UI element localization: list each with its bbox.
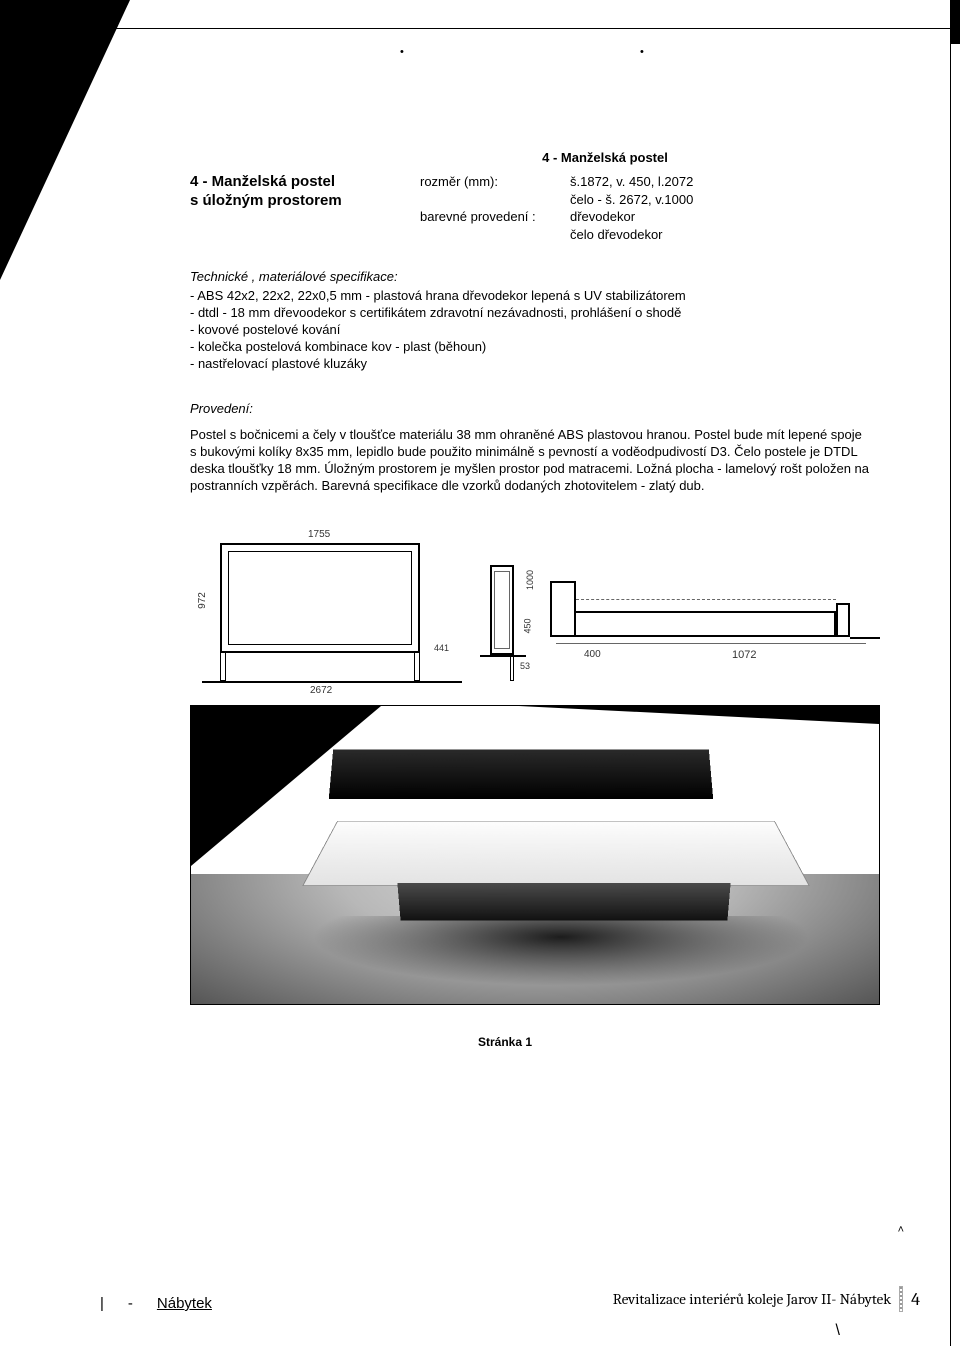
- spec-value: čelo dřevodekor: [570, 226, 663, 244]
- provedeni-heading: Provedení:: [190, 401, 870, 418]
- product-title: 4 - Manželská postel s úložným prostorem: [190, 173, 380, 243]
- scan-mark: ˄: [898, 1224, 904, 1236]
- drawing-plan-inner: [228, 551, 412, 645]
- drawing-ground: [850, 637, 880, 639]
- tech-heading: Technické , materiálové specifikace:: [190, 269, 880, 286]
- document-page: • • 4 - Manželská postel 4 - Manželská p…: [0, 0, 960, 1346]
- technical-spec-block: Technické , materiálové specifikace: - A…: [190, 269, 880, 372]
- drawing-side-inner: [494, 571, 510, 649]
- tech-list: - ABS 42x2, 22x2, 22x0,5 mm - plastová h…: [190, 288, 880, 372]
- spec-value: čelo - š. 2672, v.1000: [570, 191, 693, 209]
- spec-row: čelo dřevodekor: [420, 226, 693, 244]
- dimension-label: 450: [523, 618, 533, 633]
- product-title-line: s úložným prostorem: [190, 192, 380, 211]
- footer-link: Nábytek: [157, 1295, 212, 1312]
- dimension-label: 972: [197, 592, 208, 609]
- footer-bracket: |: [100, 1295, 104, 1312]
- tech-item: - dtdl - 18 mm dřevoodekor s certifikáte…: [190, 305, 880, 322]
- dimension-label: 2672: [310, 685, 332, 696]
- render-shadow: [311, 916, 811, 986]
- spec-label: [420, 191, 560, 209]
- dimension-label: 1072: [732, 649, 756, 661]
- drawing-bed-body: [576, 611, 836, 637]
- footer: | - Nábytek Revitalizace interiérů kolej…: [0, 1286, 960, 1312]
- tech-item: - kolečka postelová kombinace kov - plas…: [190, 339, 880, 356]
- drawing-headboard: [550, 581, 576, 637]
- dimension-label: 441: [434, 643, 449, 653]
- footer-page-number: 4: [911, 1289, 920, 1310]
- spec-value: š.1872, v. 450, l.2072: [570, 173, 693, 191]
- spec-label: [420, 226, 560, 244]
- drawing-leg: [220, 653, 226, 681]
- tech-item: - ABS 42x2, 22x2, 22x0,5 mm - plastová h…: [190, 288, 880, 305]
- scan-right-notch: [950, 0, 960, 44]
- scan-top-line: [60, 28, 950, 29]
- technical-drawing: 1755 2672 972 441 1000 450 53 400 1072: [190, 525, 880, 685]
- header-block: 4 - Manželská postel 4 - Manželská poste…: [190, 150, 880, 243]
- spec-value: dřevodekor: [570, 208, 635, 226]
- product-title-line: 4 - Manželská postel: [190, 173, 380, 192]
- spec-row: čelo - š. 2672, v.1000: [420, 191, 693, 209]
- spec-label: barevné provedení :: [420, 208, 560, 226]
- dimension-label: 53: [520, 661, 530, 671]
- drawing-foot: [836, 603, 850, 637]
- footer-separator-icon: [899, 1286, 903, 1312]
- page-mid-label: Stránka 1: [130, 1035, 880, 1049]
- footer-right: Revitalizace interiérů koleje Jarov II- …: [613, 1286, 920, 1312]
- render-headboard: [329, 750, 713, 799]
- drawing-baseline: [480, 655, 526, 657]
- footer-left: | - Nábytek: [100, 1295, 212, 1312]
- scan-mark: •: [640, 46, 644, 58]
- tech-item: - nastřelovací plastové kluzáky: [190, 356, 880, 373]
- render-wall-right: [519, 706, 879, 724]
- tech-item: - kovové postelové kování: [190, 322, 880, 339]
- drawing-elevation: [550, 581, 870, 641]
- render-image: [190, 705, 880, 1005]
- render-bedfront: [397, 883, 730, 921]
- drawing-baseline: [202, 681, 462, 683]
- drawing-leg: [510, 655, 514, 681]
- spec-row: rozměr (mm): š.1872, v. 450, l.2072: [420, 173, 693, 191]
- footer-dash: -: [128, 1295, 133, 1312]
- drawing-leg: [414, 653, 420, 681]
- dimension-line: [556, 643, 866, 644]
- render-wall-left: [191, 706, 381, 866]
- spec-row: barevné provedení : dřevodekor: [420, 208, 693, 226]
- provedeni-body: Postel s bočnicemi a čely v tloušťce mat…: [190, 427, 870, 495]
- drawing-dashline: [576, 599, 836, 600]
- spec-column: rozměr (mm): š.1872, v. 450, l.2072 čelo…: [420, 173, 693, 243]
- scan-right-edge: [950, 0, 960, 1346]
- footer-title: Revitalizace interiérů koleje Jarov II- …: [613, 1290, 891, 1308]
- scan-corner: [0, 0, 130, 280]
- dimension-label: 400: [584, 649, 601, 660]
- header-columns: 4 - Manželská postel s úložným prostorem…: [190, 173, 880, 243]
- dimension-label: 1755: [308, 529, 330, 540]
- scan-mark: \: [836, 1322, 840, 1340]
- spec-label: rozměr (mm):: [420, 173, 560, 191]
- dimension-label: 1000: [525, 570, 535, 590]
- provedeni-block: Provedení: Postel s bočnicemi a čely v t…: [190, 401, 870, 495]
- section-subtitle: 4 - Manželská postel: [330, 150, 880, 165]
- scan-mark: •: [400, 46, 404, 58]
